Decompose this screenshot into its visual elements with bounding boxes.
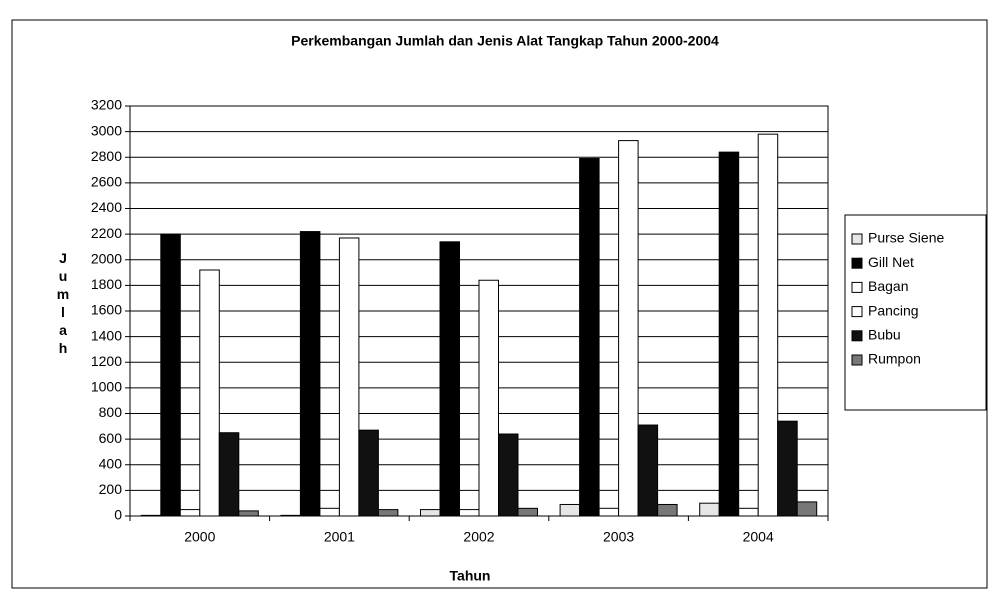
chart-title: Perkembangan Jumlah dan Jenis Alat Tangk…: [291, 33, 719, 49]
bar: [179, 509, 201, 517]
bar: [579, 158, 600, 517]
y-tick-label: 1400: [91, 327, 122, 343]
y-tick-label: 0: [114, 507, 122, 523]
bar: [459, 509, 480, 517]
bar: [319, 507, 340, 517]
y-axis-label: Jumlah: [55, 250, 71, 358]
legend: [844, 214, 987, 411]
bar: [140, 514, 162, 517]
legend-swatch: [851, 354, 863, 366]
bar: [777, 420, 798, 517]
legend-swatch: [851, 306, 863, 318]
y-tick-label: 2600: [91, 174, 122, 190]
bar: [657, 503, 678, 517]
y-tick-label: 2200: [91, 225, 122, 241]
legend-label: Gill Net: [868, 254, 914, 270]
y-tick-label: 800: [99, 404, 123, 420]
y-tick-label: 400: [99, 455, 123, 471]
bar: [358, 429, 379, 517]
y-tick-label: 1200: [91, 353, 122, 369]
bar: [338, 237, 360, 517]
bar: [238, 510, 259, 517]
legend-label: Bagan: [868, 278, 908, 294]
y-tick-label: 1800: [91, 276, 122, 292]
x-tick-label: 2004: [743, 529, 774, 545]
y-tick-label: 3000: [91, 122, 122, 138]
bar: [699, 502, 720, 517]
x-tick-label: 2001: [324, 529, 355, 545]
legend-label: Purse Siene: [868, 230, 944, 246]
bar: [439, 241, 460, 517]
legend-swatch: [851, 257, 863, 269]
bar: [517, 507, 538, 517]
bar: [218, 432, 240, 517]
x-tick-label: 2003: [603, 529, 634, 545]
y-tick-label: 1000: [91, 379, 122, 395]
bar: [199, 269, 220, 517]
bar: [478, 279, 499, 517]
bar: [637, 424, 659, 517]
legend-label: Pancing: [868, 302, 919, 318]
y-tick-label: 1600: [91, 302, 122, 318]
bar: [559, 503, 581, 517]
legend-swatch: [851, 281, 863, 293]
bar: [598, 507, 620, 517]
bar: [738, 507, 759, 517]
bar: [757, 133, 779, 517]
bar: [498, 433, 519, 517]
x-axis-label: Tahun: [450, 568, 491, 584]
legend-swatch: [851, 330, 863, 342]
y-tick-label: 2000: [91, 250, 122, 266]
legend-swatch: [851, 233, 863, 245]
y-tick-label: 3200: [91, 97, 122, 113]
x-tick-label: 2002: [463, 529, 494, 545]
bar: [718, 151, 740, 517]
bar: [420, 509, 441, 517]
bar: [796, 501, 818, 517]
bar: [377, 509, 399, 517]
y-tick-label: 2400: [91, 199, 122, 215]
bar: [280, 514, 301, 517]
legend-label: Bubu: [868, 327, 901, 343]
y-tick-label: 2800: [91, 148, 122, 164]
y-tick-label: 200: [99, 481, 123, 497]
bar: [299, 231, 321, 517]
bar: [160, 233, 181, 517]
bar: [618, 140, 639, 517]
x-tick-label: 2000: [184, 529, 215, 545]
legend-label: Rumpon: [868, 351, 921, 367]
y-tick-label: 600: [99, 430, 123, 446]
